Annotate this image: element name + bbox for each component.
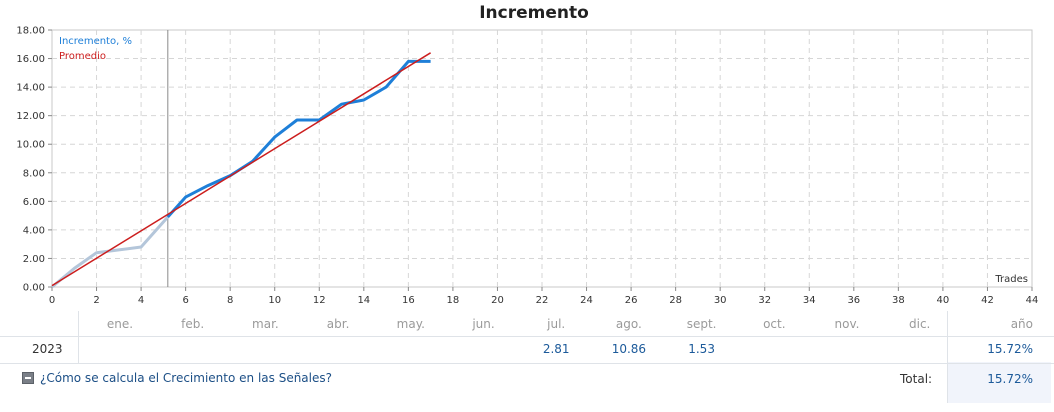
x-tick-label: 24 (580, 295, 593, 306)
total-col-divider (947, 311, 948, 403)
x-tick-label: 38 (892, 295, 905, 306)
x-tick-label: 32 (758, 295, 771, 306)
y-tick-label: 18.00 (16, 26, 45, 37)
row-year: 2023 (32, 342, 63, 356)
y-tick-label: 16.00 (16, 54, 45, 65)
x-tick-label: 28 (669, 295, 682, 306)
y-tick-label: 0.00 (23, 283, 45, 294)
month-header: dic. (909, 317, 931, 331)
x-tick-label: 26 (625, 295, 638, 306)
x-tick-label: 42 (981, 295, 994, 306)
y-tick-label: 6.00 (23, 197, 45, 208)
y-tick-label: 8.00 (23, 168, 45, 179)
help-book-icon (22, 372, 34, 384)
y-tick-label: 10.00 (16, 140, 45, 151)
row-divider (0, 363, 1054, 364)
x-tick-label: 0 (49, 295, 55, 306)
x-tick-label: 30 (714, 295, 727, 306)
total-value: 15.72% (987, 372, 1033, 386)
x-tick-label: 8 (227, 295, 233, 306)
y-tick-label: 4.00 (23, 225, 45, 236)
month-header: may. (396, 317, 425, 331)
year-total: 15.72% (987, 342, 1033, 356)
chart-svg: 0 2 4 6 8 10 12 14 16 18 20 22 24 26 28 30 32 34 36 38 40 42 4… (16, 26, 1039, 307)
month-value: 2.81 (542, 342, 570, 356)
monthly-growth-table: ene. feb. mar. abr. may. jun. jul. ago. sept. oct… (0, 311, 1054, 412)
year-column: año 15.72% 15.72% (948, 311, 1051, 412)
x-tick-label: 6 (182, 295, 188, 306)
month-value: 1.53 (688, 342, 715, 356)
x-axis-label: Trades (994, 274, 1028, 285)
month-header: ene. (106, 317, 134, 331)
year-col-divider (78, 311, 79, 363)
x-tick-label: 10 (268, 295, 281, 306)
x-tick-label: 34 (803, 295, 816, 306)
month-header: sept. (686, 317, 717, 331)
month-header: jun. (472, 317, 495, 331)
month-header: abr. (326, 317, 350, 331)
series-line-average (51, 52, 431, 287)
x-tick-label: 12 (313, 295, 326, 306)
x-tick-label: 16 (402, 295, 415, 306)
total-cell-shade (948, 362, 1051, 403)
x-tick-label: 20 (491, 295, 504, 306)
x-tick-label: 40 (937, 295, 950, 306)
month-value: 10.86 (611, 342, 647, 356)
x-tick-label: 14 (357, 295, 370, 306)
chart-title: Incremento (479, 3, 589, 23)
month-header: feb. (181, 317, 205, 331)
x-tick-label: 18 (447, 295, 460, 306)
x-tick-label: 36 (847, 295, 860, 306)
series-line-increment (166, 59, 431, 219)
y-tick-label: 14.00 (16, 83, 45, 94)
month-header: nov. (834, 317, 860, 331)
x-tick-label: 22 (536, 295, 549, 306)
x-tick-label: 4 (138, 295, 144, 306)
month-header: mar. (252, 317, 279, 331)
x-tick-label: 2 (93, 295, 99, 306)
legend-item-increment: Incremento, % (59, 36, 132, 47)
month-header: jul. (547, 317, 566, 331)
month-header: oct. (763, 317, 786, 331)
growth-chart: Incremento 0 2 4 6 8 10 12 14 16 18 20 22 24 26 28 30 32… (16, 3, 1039, 307)
header-divider (0, 336, 1054, 337)
month-header: ago. (615, 317, 642, 331)
growth-calculation-help-link[interactable]: ¿Cómo se calcula el Crecimiento en las S… (22, 371, 332, 385)
y-tick-label: 2.00 (23, 254, 45, 265)
year-header: año (1010, 317, 1033, 331)
help-link-text: ¿Cómo se calcula el Crecimiento en las S… (40, 371, 332, 385)
y-tick-label: 12.00 (16, 111, 45, 122)
total-label: Total: (900, 372, 933, 386)
x-tick-label: 44 (1026, 295, 1039, 306)
legend-item-average: Promedio (59, 51, 106, 62)
